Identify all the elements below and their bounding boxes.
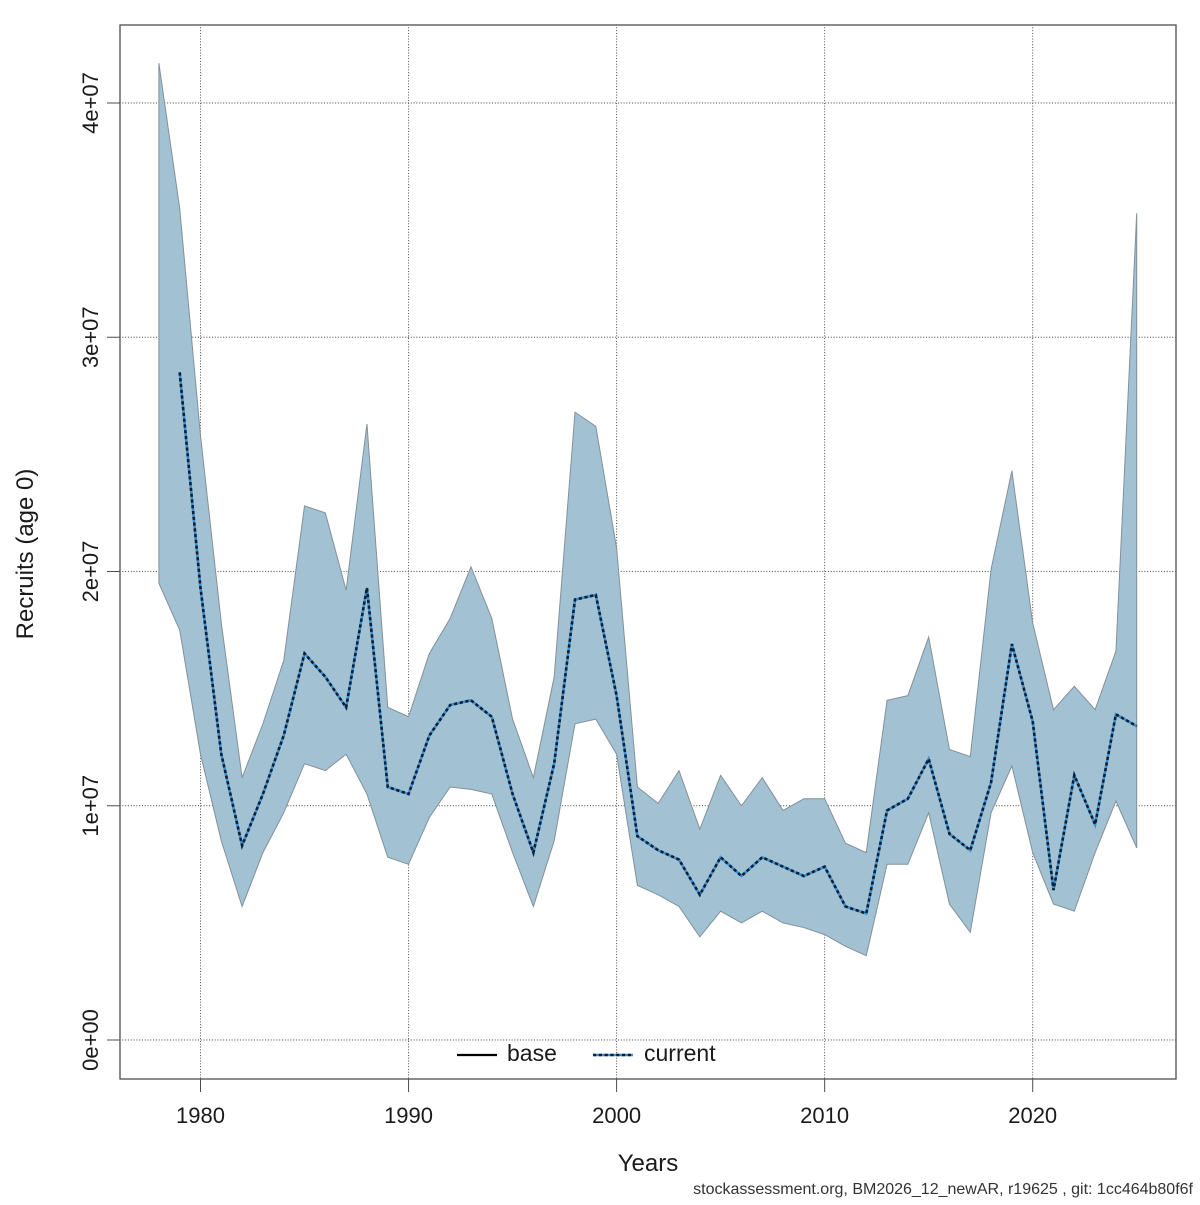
svg-text:2010: 2010 bbox=[800, 1103, 849, 1128]
svg-text:3e+07: 3e+07 bbox=[78, 306, 103, 368]
svg-text:current: current bbox=[644, 1040, 716, 1066]
svg-text:stockassessment.org, BM2026_12: stockassessment.org, BM2026_12_newAR, r1… bbox=[693, 1181, 1193, 1198]
svg-text:Recruits (age 0): Recruits (age 0) bbox=[12, 469, 39, 640]
svg-text:Years: Years bbox=[618, 1150, 679, 1177]
svg-text:0e+00: 0e+00 bbox=[78, 1009, 103, 1071]
svg-text:2020: 2020 bbox=[1008, 1103, 1057, 1128]
svg-text:1980: 1980 bbox=[176, 1103, 225, 1128]
svg-text:2000: 2000 bbox=[592, 1103, 641, 1128]
svg-text:1e+07: 1e+07 bbox=[78, 775, 103, 837]
svg-text:4e+07: 4e+07 bbox=[78, 72, 103, 134]
svg-text:base: base bbox=[507, 1040, 557, 1066]
svg-text:2e+07: 2e+07 bbox=[78, 541, 103, 603]
svg-text:1990: 1990 bbox=[384, 1103, 433, 1128]
